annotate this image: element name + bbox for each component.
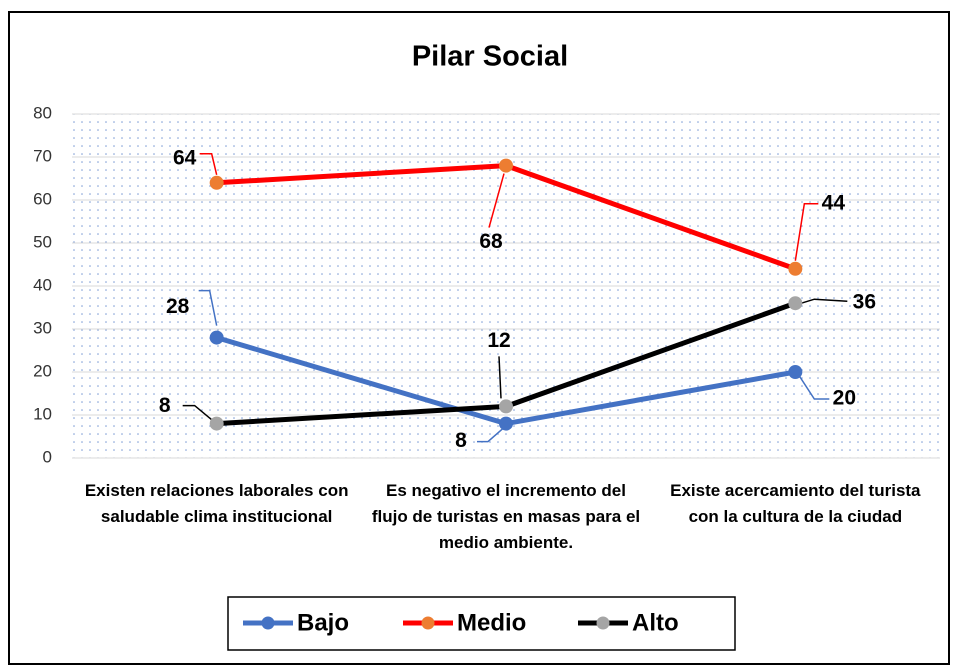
chart-title: Pilar Social	[412, 41, 568, 73]
legend-marker	[261, 616, 275, 630]
y-tick-label: 70	[33, 146, 52, 165]
data-label: 20	[833, 387, 856, 410]
leader-line	[794, 203, 819, 261]
y-tick-label: 20	[33, 361, 52, 380]
leader-line	[199, 153, 218, 175]
marker	[209, 330, 224, 345]
data-label: 68	[479, 230, 503, 253]
leader-line	[498, 356, 502, 399]
marker	[499, 158, 513, 173]
legend-marker	[421, 616, 435, 630]
x-tick-label: Es negativo el incremento del flujo de t…	[371, 481, 641, 552]
data-label: 8	[455, 429, 467, 452]
leader-line	[488, 173, 505, 228]
y-tick-label: 80	[33, 103, 52, 122]
data-label: 36	[853, 291, 876, 314]
data-label: 8	[159, 394, 171, 417]
leader-line	[798, 375, 830, 400]
y-tick-label: 60	[33, 189, 52, 208]
marker	[209, 175, 224, 190]
legend-box	[227, 596, 736, 651]
y-tick-label: 30	[33, 318, 52, 337]
legend-label: Alto	[632, 609, 679, 636]
data-label: 64	[173, 146, 197, 169]
x-tick-label: Existe acercamiento del turista con la c…	[670, 481, 921, 526]
marker	[499, 416, 513, 431]
y-tick-label: 40	[33, 275, 52, 294]
leader-line	[801, 298, 848, 304]
marker	[788, 365, 803, 379]
data-label: 12	[487, 329, 510, 352]
y-tick-label: 10	[33, 404, 52, 423]
y-tick-label: 0	[43, 447, 52, 466]
marker	[788, 261, 803, 276]
y-tick-label: 50	[33, 232, 52, 251]
marker	[499, 399, 513, 414]
legend-label: Medio	[457, 609, 526, 636]
data-label: 44	[822, 191, 846, 214]
legend-marker	[596, 616, 610, 630]
marker	[788, 296, 803, 311]
legend-label: Bajo	[297, 609, 349, 636]
leader-line	[477, 427, 505, 443]
leader-line	[198, 289, 218, 326]
data-label: 28	[166, 295, 190, 318]
x-tick-label: Existen relaciones laborales con saludab…	[84, 481, 349, 526]
marker	[209, 416, 224, 431]
leader-line	[182, 404, 214, 422]
